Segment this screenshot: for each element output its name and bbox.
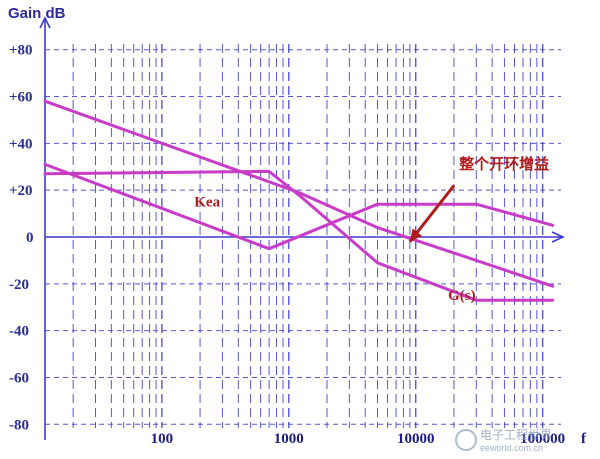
- series-line: [43, 162, 555, 251]
- annotation-label: Kea: [194, 195, 220, 211]
- y-tick-label: -60: [9, 370, 29, 386]
- annotation-label: G(s): [448, 288, 476, 304]
- x-tick-label: 1000: [274, 431, 304, 447]
- x-tick-label: 10000: [397, 431, 435, 447]
- annotation-arrow-head: [409, 228, 423, 242]
- y-axis-arrow: [39, 16, 51, 29]
- annotation-label: 整个开环增益: [459, 155, 549, 173]
- y-tick-label: +40: [9, 136, 33, 152]
- y-axis-title: Gain dB: [8, 5, 66, 22]
- series-line: [43, 99, 555, 288]
- y-tick-label: +20: [9, 183, 33, 199]
- x-tick-label: 100: [151, 431, 174, 447]
- y-tick-label: -40: [9, 324, 29, 340]
- series-line: [43, 169, 555, 302]
- tick-labels: +80 +60 +40 +20 0 -20 -40 -60 -80 100 1000 10000 100…: [9, 43, 565, 447]
- axes: [39, 16, 565, 440]
- watermark-subtext: eeworld.com.cn: [480, 443, 543, 453]
- watermark-text: 电子工程世界: [480, 427, 552, 442]
- y-tick-label: -20: [9, 277, 29, 293]
- x-tick-label: 100000: [520, 431, 565, 447]
- x-axis-title: f: [581, 431, 587, 447]
- watermark-icon: [455, 429, 477, 451]
- watermark-logo: 电子工程世界 eeworld.com.cn: [455, 427, 552, 453]
- grid-lines: [45, 44, 561, 428]
- series-lines: [43, 99, 555, 302]
- annotations: Kea G(s) 整个开环增益: [194, 155, 549, 304]
- y-tick-label: 0: [26, 230, 34, 246]
- y-tick-label: -80: [9, 417, 29, 433]
- y-tick-label: +60: [9, 90, 33, 106]
- y-tick-label: +80: [9, 43, 33, 59]
- x-axis-arrow: [551, 231, 565, 243]
